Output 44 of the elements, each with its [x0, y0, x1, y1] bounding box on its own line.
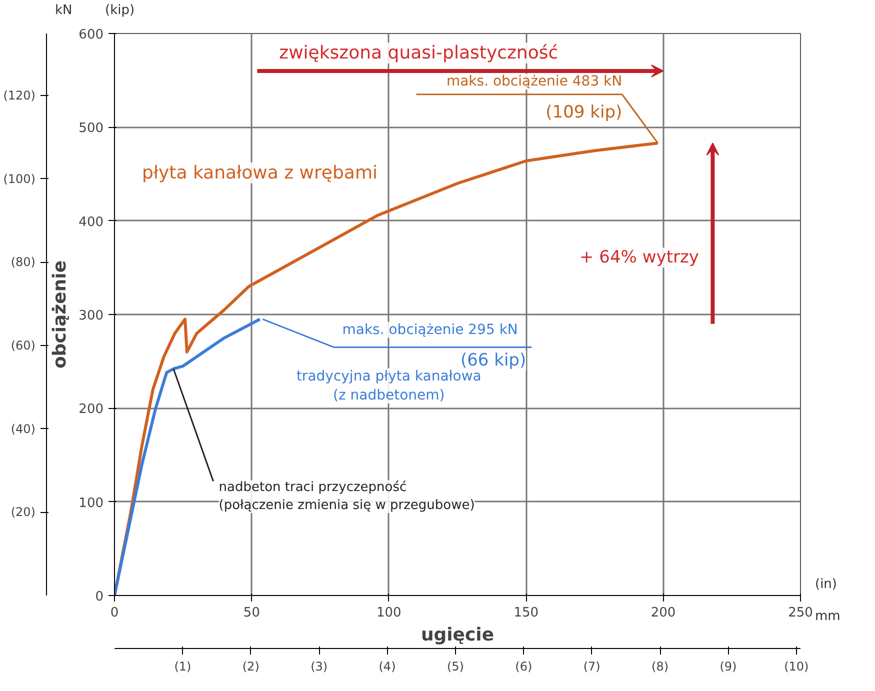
annotation: nadbeton traci przyczepność (połączenie zmienia się w przegubowe) [218, 480, 475, 513]
x-tick-label: 150 [514, 605, 539, 620]
annotation: + 64% wytrzy [580, 247, 699, 268]
series-label: płyta kanałowa z wrębami [142, 162, 378, 183]
y2-tick-label: (60) [10, 338, 36, 352]
y-tick-label: 500 [78, 120, 104, 136]
x-tick-label: 100 [376, 605, 402, 620]
x2-tick-label: (10) [784, 659, 809, 674]
annotation: (66 kip) [460, 350, 526, 370]
text: (kip) [105, 2, 135, 20]
x2-tick-label: (7) [583, 659, 600, 674]
x2-tick-label: (4) [378, 659, 396, 674]
y-tick-label: 300 [78, 308, 104, 324]
y-tick-label: 400 [78, 214, 104, 230]
x2-tick-label: (2) [242, 659, 260, 674]
x-tick-label: 250 [788, 605, 813, 620]
annotation: zwiększona quasi-plastyczność [279, 42, 558, 64]
x-tick-label: 200 [650, 605, 676, 620]
text: kN [55, 2, 72, 20]
x2-tick-label: (5) [446, 659, 464, 674]
y-axis-title: obciążenie [50, 260, 71, 368]
x2-tick-label: (6) [515, 659, 532, 674]
y2-tick-label: (40) [10, 421, 36, 436]
annotation: (109 kip) [546, 102, 622, 122]
y-tick-label: 200 [78, 402, 104, 417]
x2-tick-label: (8) [652, 659, 669, 674]
y-tick-label: 600 [78, 27, 104, 42]
annotation: maks. obciążenie 295 kN [342, 321, 518, 338]
y2-tick-label: (80) [10, 254, 36, 269]
x-tick-label: 0 [110, 605, 119, 620]
text: (in) [815, 576, 837, 594]
text: tradycyjna płyta kanałowa (z nadbetonem) [296, 368, 482, 404]
y2-tick-label: (20) [10, 504, 36, 519]
annotation: maks. obciążenie 483 kN [446, 73, 622, 90]
x2-tick-label: (9) [720, 659, 737, 674]
y-tick-label: 100 [78, 495, 104, 510]
x2-tick-label: (3) [310, 659, 328, 674]
text: mm [815, 608, 840, 626]
y-tick-label: 0 [95, 589, 104, 604]
y2-tick-label: (100) [3, 171, 36, 186]
y2-tick-label: (120) [3, 88, 36, 102]
x-axis-title: ugięcie [420, 624, 494, 646]
x2-tick-label: (1) [174, 659, 192, 674]
x-tick-label: 50 [243, 605, 260, 620]
